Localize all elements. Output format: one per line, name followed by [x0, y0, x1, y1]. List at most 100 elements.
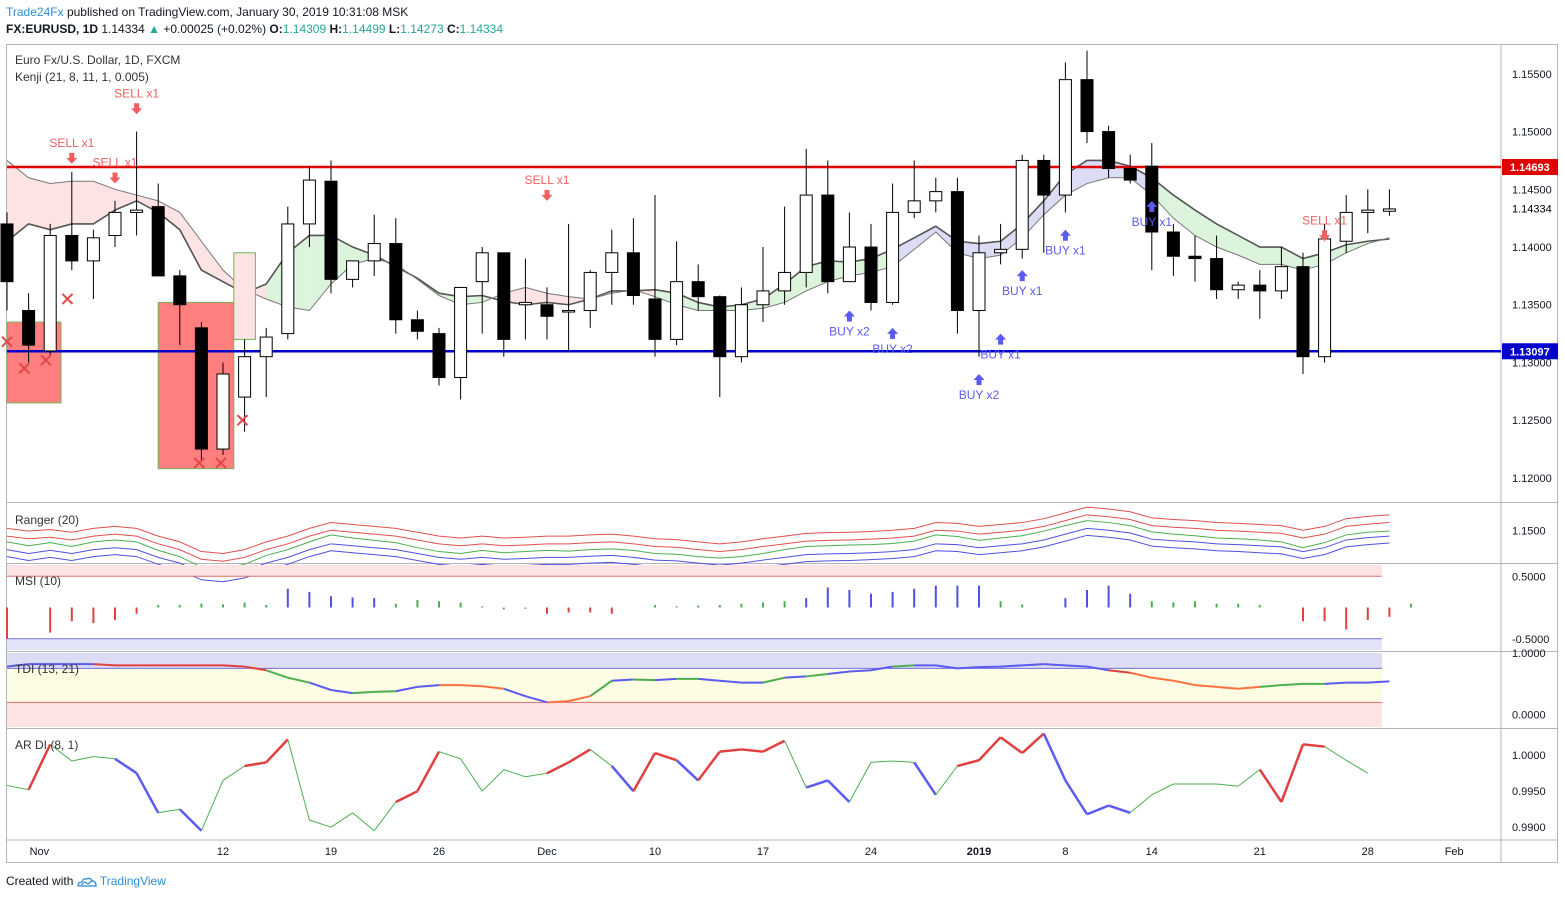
tdi-segment [287, 676, 310, 684]
tdi-segment [265, 669, 289, 679]
ardi-segment [1237, 769, 1261, 787]
ardi-segment [1129, 794, 1153, 814]
ardi-segment [244, 761, 267, 768]
candle [410, 310, 424, 340]
ardi-segment [697, 750, 721, 782]
buy-arrow-icon [1016, 270, 1028, 282]
low-value: 1.14273 [400, 22, 444, 36]
candle [432, 327, 446, 386]
ribbon-fill-segment [50, 181, 72, 230]
main-y-tick: 1.13000 [1512, 357, 1552, 369]
brand-link[interactable]: Trade24Fx [6, 5, 64, 19]
tdi-segment [568, 695, 591, 703]
ardi-segment [1280, 743, 1305, 803]
ardi-segment [784, 740, 807, 788]
tdi-segment [482, 685, 504, 690]
candle [130, 131, 144, 236]
candle [281, 206, 295, 340]
tdi-segment [611, 678, 634, 682]
sell-signal-label: SELL x1 [114, 86, 159, 100]
ardi-segment [158, 808, 180, 814]
candle-body-down [1188, 255, 1202, 260]
candle-body-down [713, 296, 727, 358]
ardi-y-tick: 0.9950 [1512, 786, 1546, 798]
ardi-segment [309, 819, 332, 828]
ardi-segment [114, 757, 138, 775]
close-label: C: [446, 22, 460, 36]
x-tick-label: 14 [1146, 846, 1158, 858]
candle-body-down [864, 246, 878, 303]
tradingview-link[interactable]: TradingView [99, 874, 166, 888]
ribbon-fill-segment [525, 287, 547, 305]
ardi-y-tick: 0.9900 [1512, 822, 1546, 834]
candle [22, 293, 36, 363]
ardi-segment [525, 772, 548, 778]
x-tick-label: 2019 [967, 846, 991, 858]
tdi-segment [309, 681, 332, 691]
candle [475, 247, 489, 334]
tdi-title: TDI (13, 21) [15, 662, 79, 676]
candle [0, 212, 14, 311]
ardi-segment [6, 784, 29, 791]
ardi-segment [373, 801, 397, 832]
ardi-segment [1108, 804, 1131, 814]
candle [216, 362, 230, 455]
tdi-segment [1129, 671, 1153, 679]
candle [86, 229, 100, 299]
ribbon-fill-segment [1281, 247, 1303, 271]
candle [1123, 154, 1137, 184]
tdi-segment [417, 684, 440, 688]
tdi-segment [827, 670, 850, 675]
tdi-segment [352, 690, 375, 695]
candle [1318, 223, 1332, 363]
ardi-segment [27, 743, 52, 791]
candle-body-up [1231, 284, 1245, 291]
main-y-tick: 1.15000 [1512, 127, 1552, 139]
ardi-segment [1302, 743, 1325, 748]
tdi-segment [1173, 679, 1196, 687]
tdi-segment [1086, 665, 1109, 672]
candle-body-up [367, 243, 381, 262]
candle [929, 177, 943, 213]
msi-lower-band [7, 638, 1382, 650]
candle-body-up [281, 223, 295, 335]
candle [842, 212, 856, 283]
candle-body-down [691, 281, 705, 298]
candle-body-up [778, 271, 792, 292]
candle-body-down [626, 252, 640, 297]
ribbon-fill-segment [1259, 247, 1282, 265]
candle-body-down [324, 180, 338, 280]
ardi-segment [1064, 779, 1089, 815]
ardi-segment [848, 762, 872, 803]
ribbon-fill-segment [914, 226, 936, 250]
ardi-segment [1258, 768, 1283, 803]
buy-signal-label: BUY x2 [959, 388, 1000, 402]
candle-body-down [1210, 258, 1224, 291]
candle [1080, 50, 1094, 144]
candle-body-up [907, 200, 921, 213]
ardi-segment [503, 769, 526, 778]
candle [367, 214, 381, 276]
ardi-segment [460, 758, 483, 792]
candle-body-up [1015, 159, 1029, 250]
candle-body-up [799, 194, 813, 273]
main-y-tick: 1.14000 [1512, 242, 1552, 254]
candle-body-up [972, 252, 986, 312]
ribbon-fill-segment [201, 241, 223, 282]
candle [799, 148, 813, 288]
ardi-segment [93, 756, 116, 760]
ardi-segment [330, 812, 353, 828]
msi-y-tick: 0.5000 [1512, 571, 1546, 583]
candle-body-down [1123, 168, 1137, 181]
candle-body-up [86, 237, 100, 262]
ardi-segment [395, 790, 418, 804]
up-triangle-icon: ▲ [148, 22, 160, 36]
candle-body-down [410, 319, 424, 332]
ardi-segment [222, 765, 245, 781]
tdi-segment [719, 679, 742, 684]
resistance-price-label: 1.14693 [1510, 162, 1550, 174]
ardi-segment [352, 812, 375, 832]
x-tick-label: 28 [1362, 846, 1374, 858]
ardi-segment [741, 748, 764, 753]
